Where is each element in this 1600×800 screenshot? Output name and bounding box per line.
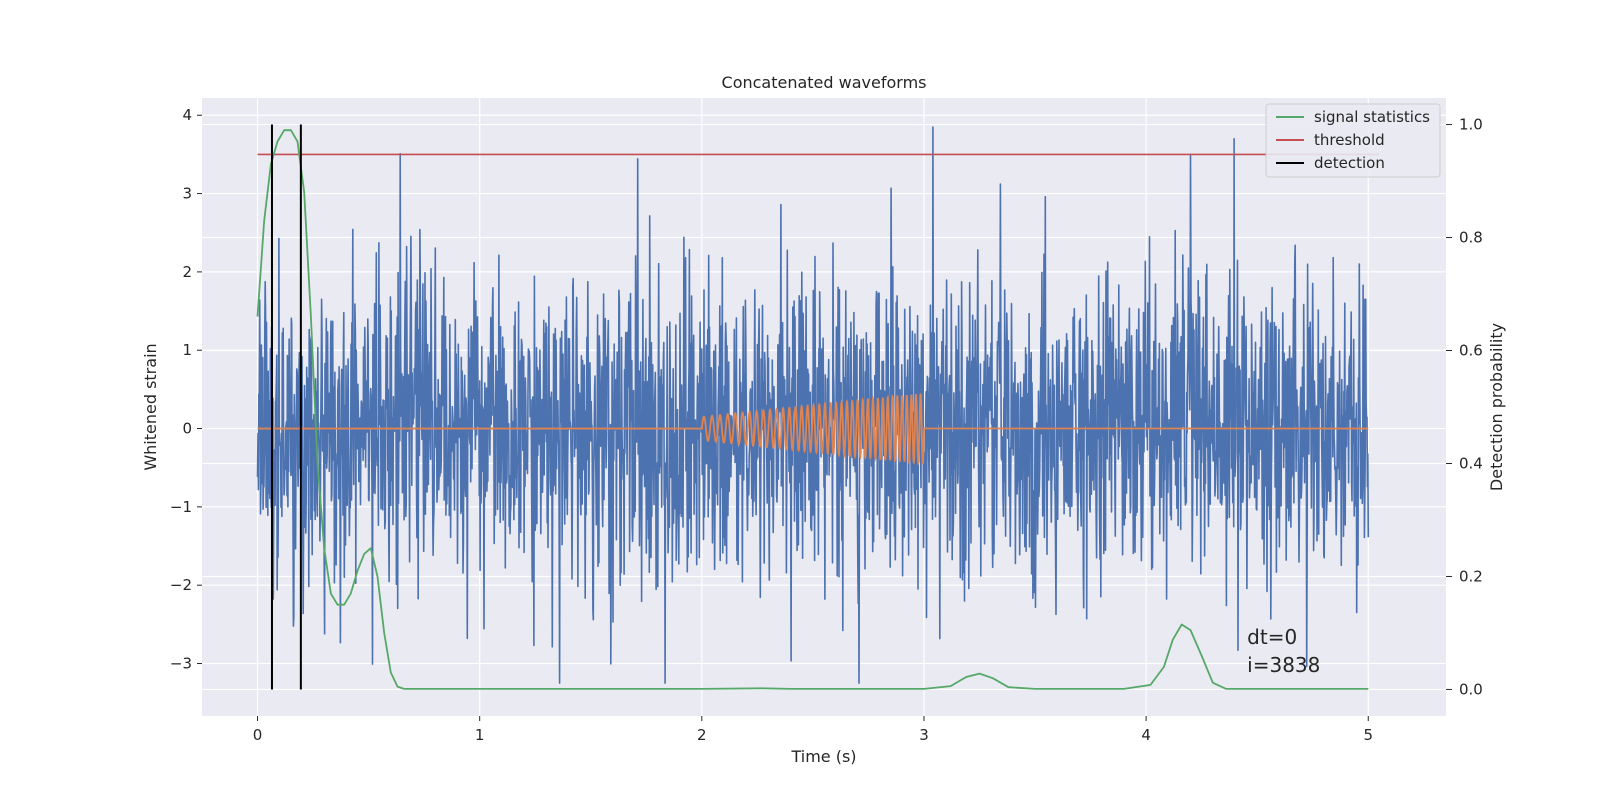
legend-label-threshold: threshold: [1314, 131, 1385, 149]
chart-title: Concatenated waveforms: [722, 73, 927, 92]
y2-axis-label: Detection probability: [1487, 323, 1506, 491]
x-axis-label: Time (s): [790, 747, 856, 766]
y2-tick-label: 0.2: [1459, 567, 1483, 585]
signal-statistics-line: [256, 129, 1369, 690]
legend-label-signal-statistics: signal statistics: [1314, 108, 1430, 126]
ticks: 0 1 2 3 4 5 −3 −2 −1 0 1 2 3 4 0.0 0.2 0.4 0.6 0.8 1.0: [170, 106, 1483, 744]
y2-tick-label: 0.6: [1459, 342, 1483, 360]
y2-tick-label: 1.0: [1459, 116, 1483, 134]
whitened-strain-noise-line: [256, 126, 1370, 684]
y-tick-label: 4: [182, 106, 192, 124]
data-layer: [256, 124, 1380, 690]
legend: signal statistics threshold detection: [1265, 103, 1441, 178]
y2-tick-label: 0.4: [1459, 454, 1483, 472]
annotation: dt=0 i=3838: [1247, 625, 1320, 677]
y2-tick-label: 0.8: [1459, 229, 1483, 247]
x-tick-label: 4: [1141, 726, 1151, 744]
x-tick-label: 1: [475, 726, 485, 744]
y-tick-label: 3: [182, 185, 192, 203]
injected-signal-line: [257, 393, 1369, 467]
x-tick-label: 5: [1363, 726, 1373, 744]
x-tick-label: 3: [919, 726, 929, 744]
y2-tick-label: 0.0: [1459, 680, 1483, 698]
x-tick-label: 2: [697, 726, 707, 744]
y-tick-label: 1: [182, 341, 192, 359]
y-tick-label: −2: [170, 576, 192, 594]
y-tick-label: −1: [170, 498, 192, 516]
annotation-index: i=3838: [1247, 653, 1320, 677]
x-tick-label: 0: [253, 726, 263, 744]
y-tick-label: −3: [170, 655, 192, 673]
legend-label-detection: detection: [1314, 154, 1385, 172]
y-tick-label: 0: [182, 420, 192, 438]
y-tick-label: 2: [182, 263, 192, 281]
annotation-dt: dt=0: [1247, 625, 1297, 649]
y-axis-label: Whitened strain: [141, 343, 160, 470]
legend-frame: [1265, 103, 1441, 178]
